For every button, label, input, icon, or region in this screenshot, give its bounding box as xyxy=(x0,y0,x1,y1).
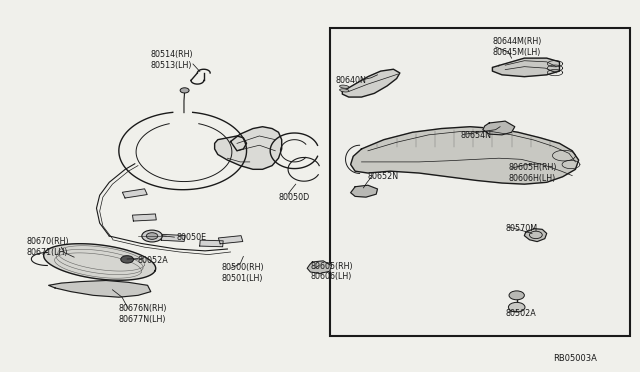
Polygon shape xyxy=(44,244,156,280)
Text: 80514(RH)
80513(LH): 80514(RH) 80513(LH) xyxy=(151,50,193,70)
Text: 80654N: 80654N xyxy=(461,131,492,141)
Text: 80676N(RH)
80677N(LH): 80676N(RH) 80677N(LH) xyxy=(119,304,167,324)
Text: 80570M: 80570M xyxy=(505,224,538,233)
Ellipse shape xyxy=(340,85,349,88)
Polygon shape xyxy=(342,69,400,97)
Polygon shape xyxy=(351,127,579,184)
Text: 80050E: 80050E xyxy=(176,233,207,243)
Polygon shape xyxy=(49,280,151,297)
Circle shape xyxy=(509,291,524,300)
Polygon shape xyxy=(218,235,243,244)
Polygon shape xyxy=(307,261,332,273)
Polygon shape xyxy=(200,240,223,247)
Polygon shape xyxy=(214,127,282,169)
Text: 80670(RH)
80671(LH): 80670(RH) 80671(LH) xyxy=(26,237,69,257)
Polygon shape xyxy=(122,189,147,198)
Text: 80500(RH)
80501(LH): 80500(RH) 80501(LH) xyxy=(221,263,264,283)
Polygon shape xyxy=(483,121,515,135)
Text: 80052A: 80052A xyxy=(138,256,169,264)
Circle shape xyxy=(142,230,163,242)
Text: 80050D: 80050D xyxy=(278,193,310,202)
Polygon shape xyxy=(132,214,156,221)
Text: 80652N: 80652N xyxy=(368,172,399,181)
Text: 80640N: 80640N xyxy=(336,76,367,85)
Ellipse shape xyxy=(340,89,349,92)
Circle shape xyxy=(121,256,134,263)
Circle shape xyxy=(508,302,525,312)
Circle shape xyxy=(180,88,189,93)
Text: 80644M(RH)
80645M(LH): 80644M(RH) 80645M(LH) xyxy=(492,37,542,57)
Text: 80605(RH)
80606(LH): 80605(RH) 80606(LH) xyxy=(310,262,353,281)
Text: 80605H(RH)
80606H(LH): 80605H(RH) 80606H(LH) xyxy=(508,163,557,183)
Circle shape xyxy=(147,233,158,239)
Polygon shape xyxy=(524,229,547,241)
Polygon shape xyxy=(492,58,559,77)
Text: RB05003A: RB05003A xyxy=(553,354,597,363)
Polygon shape xyxy=(351,185,378,197)
Bar xyxy=(330,29,630,336)
Polygon shape xyxy=(161,234,185,241)
Text: 80502A: 80502A xyxy=(505,310,536,318)
